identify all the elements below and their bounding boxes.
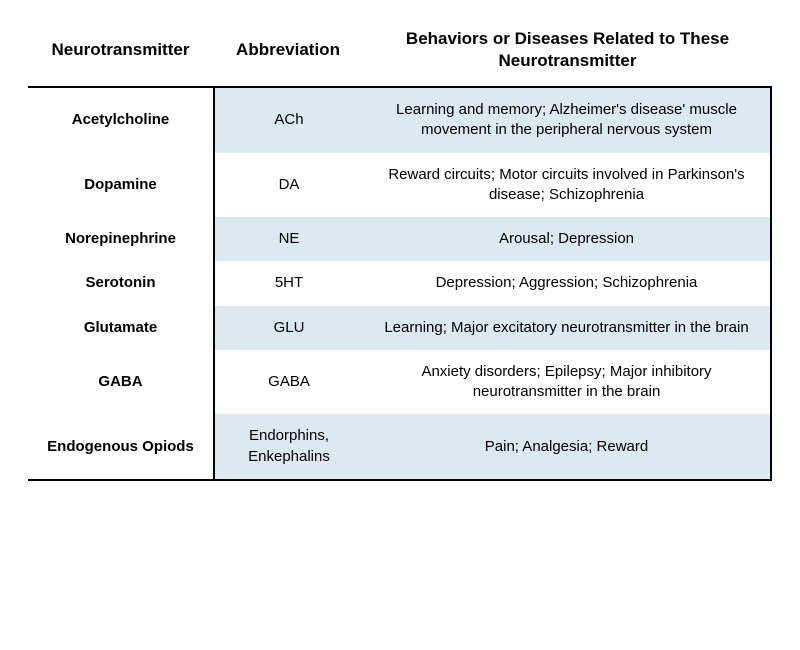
cell-abbreviation: DA (213, 153, 363, 218)
cell-behaviors: Depression; Aggression; Schizophrenia (363, 261, 772, 305)
cell-behaviors: Learning; Major excitatory neurotransmit… (363, 306, 772, 350)
table-body: Acetylcholine ACh Learning and memory; A… (28, 88, 772, 481)
table-row: Serotonin 5HT Depression; Aggression; Sc… (28, 261, 772, 305)
table-row: Acetylcholine ACh Learning and memory; A… (28, 88, 772, 153)
cell-behaviors: Learning and memory; Alzheimer's disease… (363, 88, 772, 153)
cell-neurotransmitter: Acetylcholine (28, 88, 213, 153)
table-row: Endogenous Opiods Endorphins, Enkephalin… (28, 414, 772, 479)
table-row: Norepinephrine NE Arousal; Depression (28, 217, 772, 261)
cell-abbreviation: GABA (213, 350, 363, 415)
cell-abbreviation: GLU (213, 306, 363, 350)
header-abbreviation: Abbreviation (213, 20, 363, 86)
cell-behaviors: Arousal; Depression (363, 217, 772, 261)
cell-neurotransmitter: Serotonin (28, 261, 213, 305)
table-row: GABA GABA Anxiety disorders; Epilepsy; M… (28, 350, 772, 415)
cell-abbreviation: NE (213, 217, 363, 261)
cell-behaviors: Reward circuits; Motor circuits involved… (363, 153, 772, 218)
cell-neurotransmitter: Dopamine (28, 153, 213, 218)
cell-neurotransmitter: Glutamate (28, 306, 213, 350)
table-row: Dopamine DA Reward circuits; Motor circu… (28, 153, 772, 218)
cell-behaviors: Pain; Analgesia; Reward (363, 414, 772, 479)
cell-abbreviation: Endorphins, Enkephalins (213, 414, 363, 479)
neurotransmitter-table: Neurotransmitter Abbreviation Behaviors … (28, 20, 772, 481)
header-neurotransmitter: Neurotransmitter (28, 20, 213, 86)
table-row: Glutamate GLU Learning; Major excitatory… (28, 306, 772, 350)
cell-neurotransmitter: Norepinephrine (28, 217, 213, 261)
header-behaviors: Behaviors or Diseases Related to These N… (363, 20, 772, 86)
cell-neurotransmitter: GABA (28, 350, 213, 415)
cell-behaviors: Anxiety disorders; Epilepsy; Major inhib… (363, 350, 772, 415)
table-header-row: Neurotransmitter Abbreviation Behaviors … (28, 20, 772, 88)
cell-neurotransmitter: Endogenous Opiods (28, 414, 213, 479)
cell-abbreviation: 5HT (213, 261, 363, 305)
cell-abbreviation: ACh (213, 88, 363, 153)
